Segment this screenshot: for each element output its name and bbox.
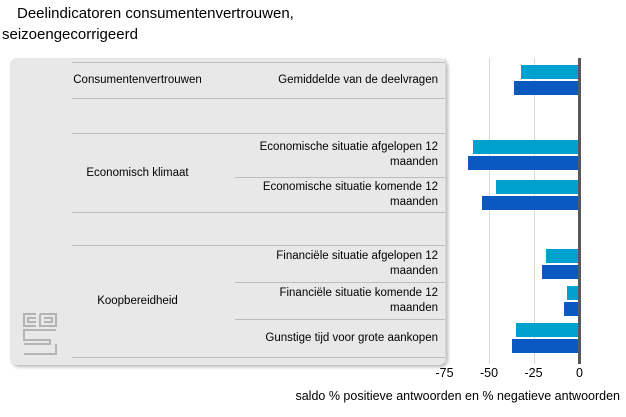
item-label: Financiële situatie afgelopen 12 maanden [276,249,438,277]
bar-light-blue [567,286,578,300]
gridline--25 [533,58,535,364]
category-label-panel: Consumentenvertrouwen Gemiddelde van de d… [10,58,446,365]
x-tick-label: -75 [435,366,454,380]
chart-title: Deelindicatoren consumentenvertrouwen, s… [2,3,442,45]
item-label: Economische situatie komende 12 maanden [262,180,438,208]
row-separator-line [72,357,446,358]
subrow-separator-line [235,177,446,178]
x-tick-label: -50 [479,366,499,380]
bar-light-blue [496,180,578,194]
bar-dark-blue [514,81,578,95]
gridline--50 [489,58,490,364]
row-separator-line [72,212,446,213]
chart-title-line1: Deelindicatoren consumentenvertrouwen, [17,5,294,22]
group-label-2: Economisch klimaat [86,166,189,179]
item-label: Economische situatie afgelopen 12 maande… [259,141,438,168]
bar-dark-blue [512,339,578,353]
bar-light-blue [546,249,578,263]
bar-light-blue [516,323,578,337]
row-separator-line [72,133,446,134]
x-tick-label: -25 [524,366,543,380]
subrow-separator-line [235,282,446,283]
bar-dark-blue [564,302,578,316]
cbs-logo-icon [23,313,57,355]
subrow-separator-line [235,319,446,320]
x-tick-label: 0 [576,366,583,380]
group-label-1: Consumentenvertrouwen [73,74,202,86]
item-label: Financiële situatie komende 12 maanden [279,286,438,314]
bar-dark-blue [468,156,578,170]
bar-light-blue [473,140,578,154]
bar-dark-blue [482,196,578,210]
row-separator-line [72,245,446,246]
row-separator-line [72,98,446,99]
row-separator-line [72,62,446,63]
chart-title-line2: seizoengecorrigeerd [2,26,138,43]
x-axis-title: saldo % positieve antwoorden en % negati… [295,389,620,403]
zero-axis-line [578,58,581,364]
item-label: Gemiddelde van de deelvragen [278,73,438,86]
gridline--75 [444,58,446,364]
group-label-3: Koopbereidheid [97,295,178,307]
bar-light-blue [521,65,578,79]
bar-dark-blue [542,265,578,279]
item-label: Gunstige tijd voor grote aankopen [265,331,438,344]
